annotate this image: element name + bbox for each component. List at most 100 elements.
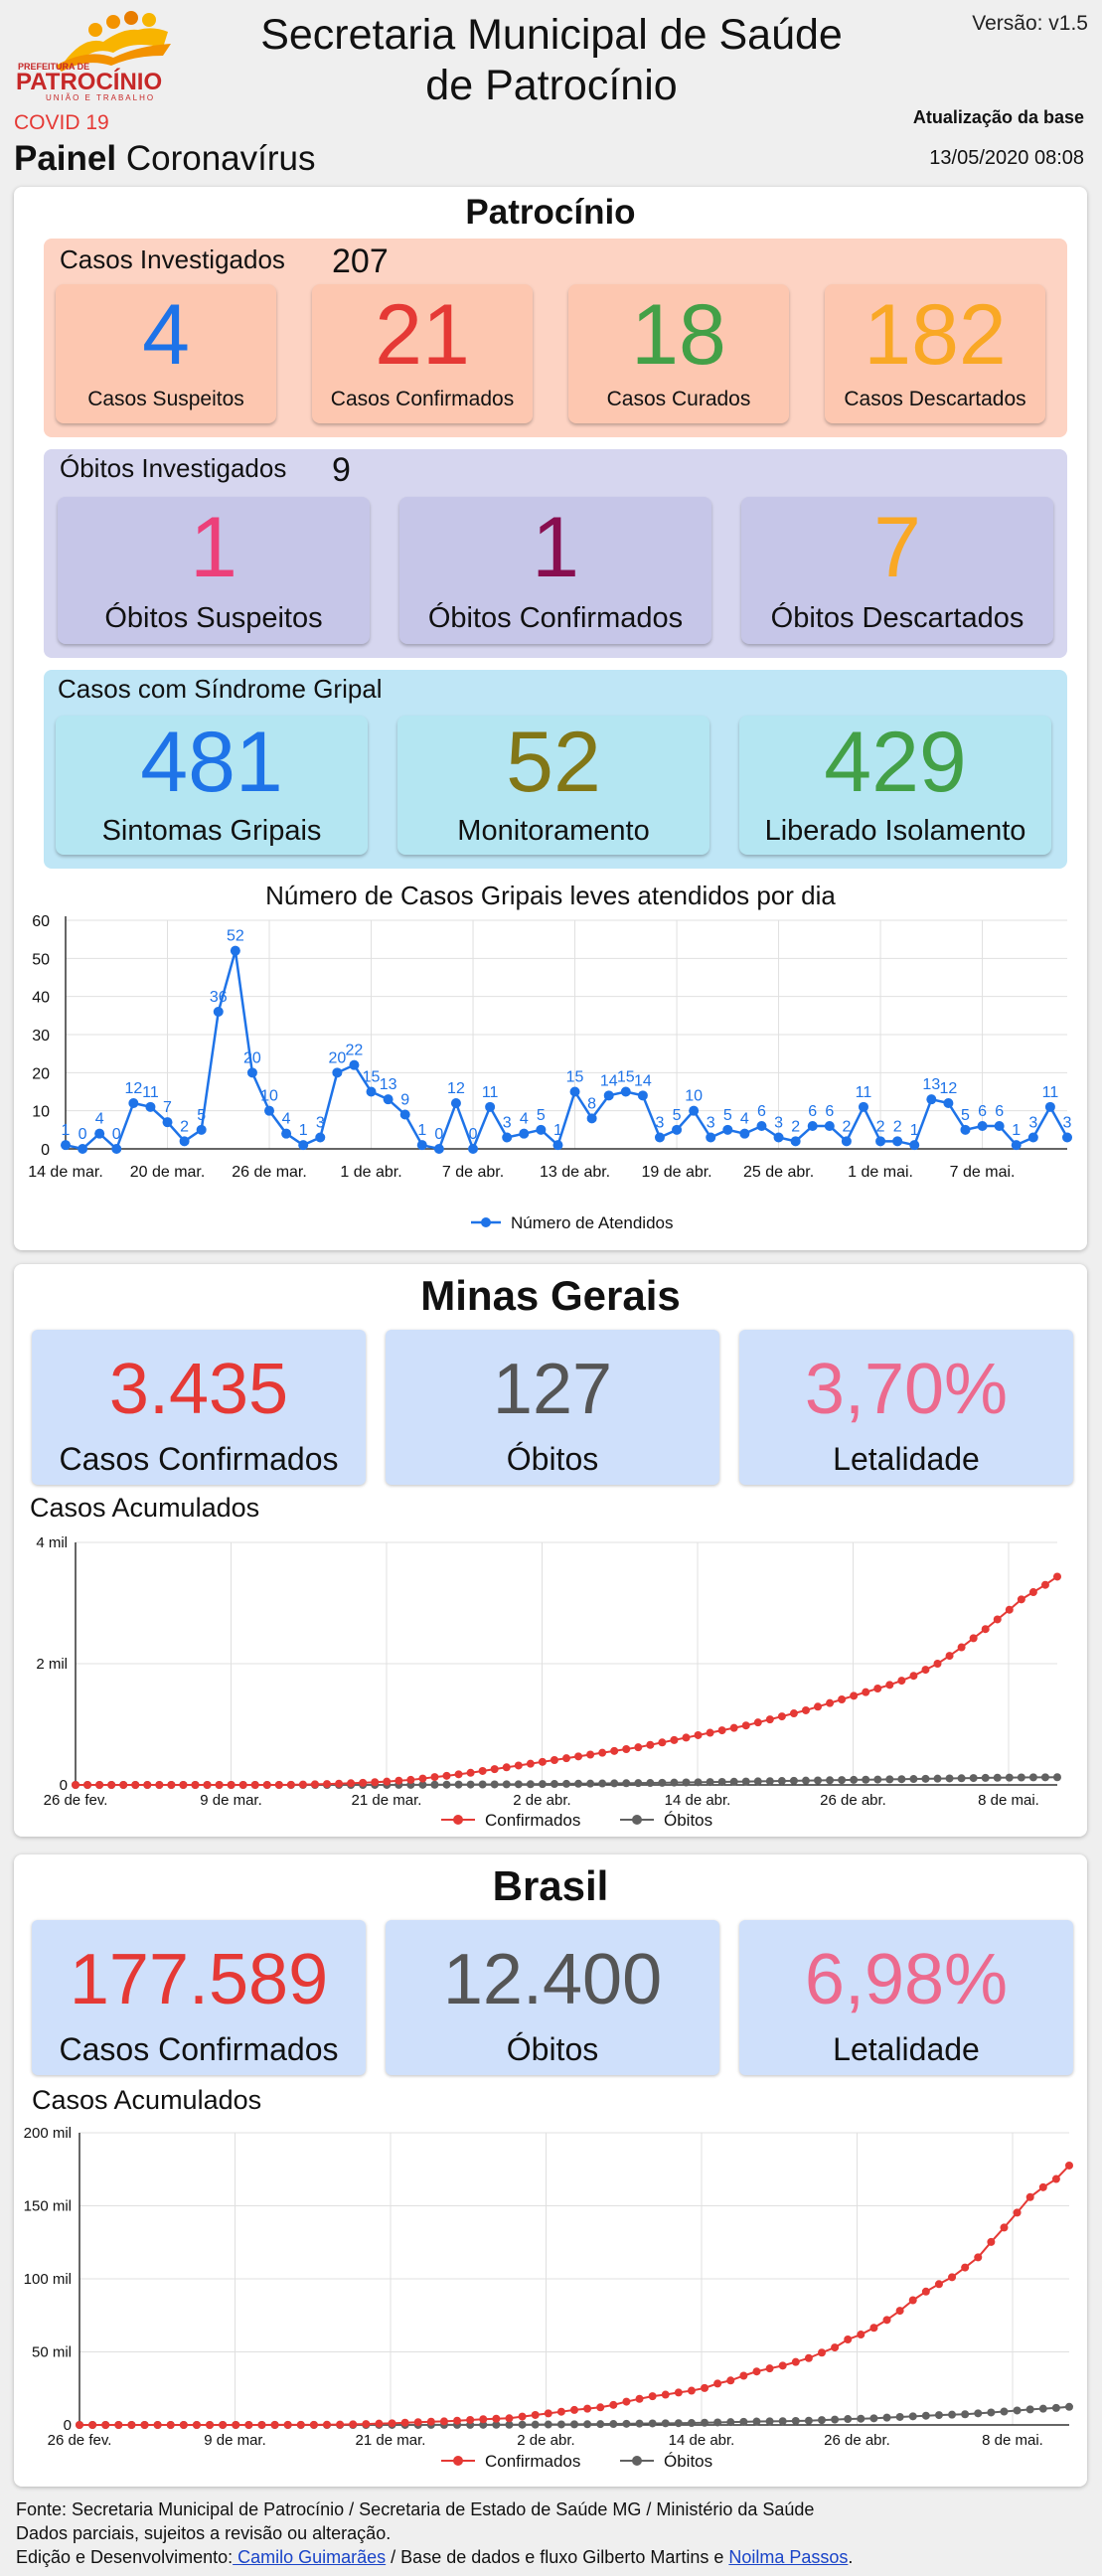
- series-point: [388, 2419, 396, 2428]
- series-point: [694, 1778, 703, 1787]
- series-point: [713, 2379, 722, 2388]
- daily-data-label: 4: [282, 1111, 291, 1128]
- developer-link[interactable]: Camilo Guimarães: [233, 2547, 387, 2567]
- daily-point: [281, 1128, 292, 1139]
- logo-line1: PREFEITURA DE: [18, 62, 89, 72]
- series-point: [850, 1691, 859, 1700]
- series-point: [1028, 1773, 1037, 1782]
- series-point: [526, 1780, 535, 1789]
- series-point: [394, 1776, 403, 1785]
- daily-point: [926, 1094, 937, 1105]
- series-point: [107, 1781, 116, 1789]
- daily-data-label: 4: [520, 1111, 529, 1128]
- series-point: [777, 1712, 786, 1721]
- series-point: [609, 2400, 618, 2409]
- series-point: [717, 1777, 726, 1786]
- credits-middle: / Base de dados e fluxo Gilberto Martins…: [386, 2547, 729, 2567]
- series-point: [101, 2420, 110, 2429]
- series-point: [143, 1781, 152, 1789]
- daily-point: [196, 1124, 207, 1135]
- y-tick-label: 40: [32, 990, 50, 1007]
- series-point: [336, 2420, 345, 2429]
- series-point: [658, 1738, 667, 1747]
- series-point: [335, 1779, 344, 1788]
- series-point: [701, 2418, 709, 2427]
- series-point: [119, 1781, 128, 1789]
- series-point: [622, 1745, 631, 1754]
- series-point: [948, 2273, 957, 2282]
- daily-point: [943, 1098, 954, 1108]
- series-point: [635, 2419, 644, 2428]
- series-point: [570, 2405, 578, 2414]
- series-point: [706, 1728, 714, 1737]
- series-point: [250, 1781, 259, 1789]
- obitos-value: 1: [190, 500, 237, 595]
- series-point: [818, 2416, 826, 2425]
- series-point: [765, 2417, 774, 2426]
- daily-data-label: 0: [434, 1126, 443, 1143]
- daily-point: [773, 1132, 784, 1143]
- series-point: [801, 1705, 810, 1714]
- series-point: [1051, 2174, 1060, 2183]
- series-point: [1053, 1572, 1061, 1581]
- header: PREFEITURA DE PATROCÍNIO UNIÃO E TRABALH…: [0, 0, 1102, 184]
- x-tick-label: 26 de fev.: [48, 2432, 112, 2449]
- series-point: [400, 2418, 409, 2427]
- daily-point: [756, 1121, 767, 1131]
- series-point: [701, 2383, 709, 2392]
- series-point: [502, 1780, 511, 1789]
- series-point: [739, 2371, 748, 2380]
- series-point: [514, 1761, 523, 1770]
- series-point: [1028, 1588, 1037, 1597]
- daily-data-label: 6: [995, 1103, 1004, 1120]
- series-point: [706, 1778, 714, 1787]
- brasil-panel: Brasil Casos Acumulados 0 50 mil 100 mil 15…: [14, 1854, 1087, 2487]
- series-point: [622, 1779, 631, 1788]
- daily-data-label: 8: [587, 1095, 596, 1112]
- series-point: [583, 2420, 592, 2429]
- series-point: [634, 1743, 643, 1752]
- series-point: [1013, 2406, 1022, 2415]
- series-point: [909, 1775, 918, 1784]
- x-tick-label: 26 de abr.: [824, 2432, 890, 2449]
- series-point: [430, 1780, 439, 1789]
- minas-acumulados-title: Casos Acumulados: [30, 1493, 260, 1523]
- prefeitura-logo-icon: PREFEITURA DE PATROCÍNIO UNIÃO E TRABALH…: [14, 8, 183, 102]
- series-point: [687, 2419, 696, 2428]
- series-point: [646, 1740, 655, 1749]
- casos-card: 18 Casos Curados: [568, 284, 789, 423]
- daily-data-label: 11: [856, 1084, 872, 1101]
- series-point: [518, 2412, 527, 2421]
- series-point: [505, 2420, 514, 2429]
- series-point: [987, 2408, 996, 2417]
- series-point: [862, 1775, 870, 1784]
- series-point: [479, 2415, 488, 2424]
- daily-point: [552, 1140, 563, 1151]
- gripal-label: Casos com Síndrome Gripal: [58, 674, 383, 704]
- obitos-label: Óbitos Suspeitos: [104, 602, 323, 634]
- x-tick-label: 7 de abr.: [442, 1164, 504, 1181]
- series-point: [610, 1746, 619, 1755]
- daily-data-label: 3: [774, 1115, 783, 1132]
- series-point: [283, 2420, 292, 2429]
- obitos-value: 7: [873, 500, 921, 595]
- minas-stat-value: 127: [492, 1350, 613, 1429]
- daily-data-label: 3: [707, 1115, 715, 1132]
- series-point: [661, 2390, 670, 2399]
- series-point: [550, 1755, 558, 1764]
- brasil-stat-value: 12.400: [442, 1940, 663, 2019]
- series-point: [179, 1781, 188, 1789]
- credits-prefix: Edição e Desenvolvimento:: [16, 2547, 234, 2567]
- series-point: [359, 1778, 368, 1787]
- series-point: [850, 1775, 859, 1784]
- data-team-link[interactable]: Noilma Passos: [728, 2547, 849, 2567]
- series-point: [1013, 2208, 1022, 2217]
- daily-point: [1062, 1132, 1072, 1143]
- series-point: [789, 1709, 798, 1718]
- y-tick-label: 50: [32, 951, 50, 968]
- obitos-investigados-count: 9: [332, 451, 351, 489]
- daily-data-label: 13: [380, 1076, 397, 1093]
- series-point: [791, 2357, 800, 2366]
- legend-label: Confirmados: [485, 2452, 580, 2471]
- credits-end: .: [848, 2547, 854, 2567]
